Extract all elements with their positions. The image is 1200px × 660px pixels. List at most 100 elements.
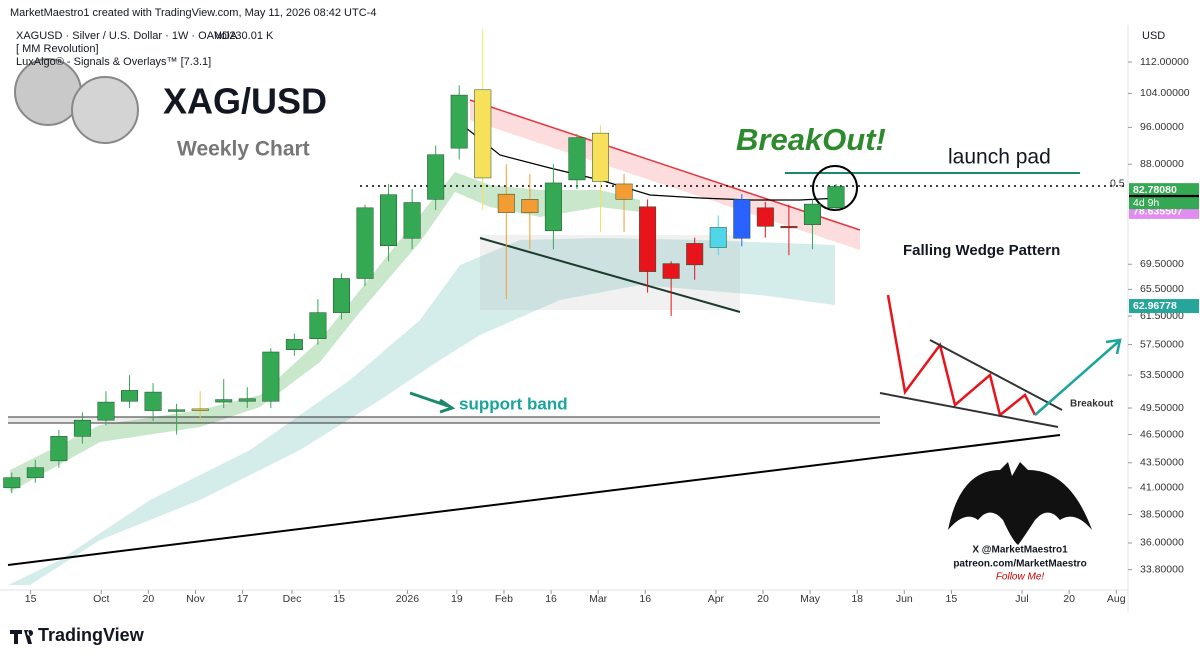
support-label: support band	[459, 394, 568, 413]
fib-label: 0.5	[1110, 178, 1125, 190]
credit: MarketMaestro1 created with TradingView.…	[10, 7, 376, 19]
y-tick-label: 88.00000	[1140, 158, 1184, 170]
y-tick-label: 65.50000	[1140, 283, 1184, 295]
candle-body	[262, 351, 280, 402]
breakout-title: BreakOut!	[736, 122, 886, 157]
coin	[14, 58, 82, 126]
candle-body	[144, 391, 162, 411]
y-tick-label: 112.00000	[1140, 56, 1189, 68]
x-tick-label: Nov	[186, 593, 205, 605]
currency: USD	[1142, 30, 1165, 42]
candle-body	[191, 408, 209, 411]
candle-body	[285, 339, 303, 350]
candle-body	[309, 312, 327, 339]
wedge-lower-line	[479, 237, 741, 313]
candle-body	[403, 202, 421, 239]
x-tick-label: 20	[143, 593, 155, 605]
candle-body	[97, 401, 115, 421]
candle-body	[827, 186, 845, 209]
support-band	[8, 417, 880, 423]
x-tick-label: May	[800, 593, 821, 605]
candle-body	[639, 206, 657, 272]
x-tick-label: 18	[851, 593, 863, 605]
candle-body	[474, 89, 492, 179]
bat	[948, 462, 1092, 545]
indicator: LuxAlgo® - Signals & Overlays™ [7.3.1]	[16, 56, 211, 68]
plot: 112.00000 104.00000 96.00000 88.00000 69.500…	[3, 29, 1199, 605]
y-tick-label: 43.50000	[1140, 457, 1184, 469]
candle-body	[238, 398, 256, 402]
candle-body	[26, 467, 44, 478]
x-tick-label: Jun	[896, 593, 913, 605]
x-tick-label: Dec	[283, 593, 302, 605]
x-tick-label: 16	[639, 593, 651, 605]
y-tick-label: 38.50000	[1140, 508, 1184, 520]
x-tick-label: Feb	[495, 593, 513, 605]
logo	[10, 630, 34, 644]
price-tag	[1129, 299, 1199, 314]
candle-body	[780, 226, 798, 229]
candle-body	[544, 182, 562, 232]
coin	[71, 76, 139, 144]
x-tick-label: Apr	[708, 593, 725, 605]
x-tick-label: 2026	[396, 593, 420, 605]
support-arrow	[409, 391, 456, 414]
candle-body	[756, 207, 774, 227]
brand: TradingView	[38, 625, 145, 645]
candle-body	[592, 132, 609, 182]
launch-pad: launch pad	[948, 146, 1051, 169]
breakout-label: Breakout	[1070, 399, 1114, 410]
price-tag	[1129, 183, 1199, 198]
candle-body	[497, 193, 515, 213]
candle-body	[803, 203, 821, 225]
x-tick-label: Jul	[1015, 593, 1028, 605]
wedge-zigzag	[886, 294, 1037, 418]
candle-body	[733, 199, 751, 239]
x-tick-label: 15	[25, 593, 37, 605]
watermark: Follow Me!	[996, 572, 1045, 583]
candle-body	[521, 199, 539, 213]
watermark: X @MarketMaestro1	[972, 545, 1068, 556]
candle-body	[50, 436, 68, 462]
long-trendline	[7, 434, 1061, 566]
candle-body	[121, 390, 139, 402]
cloud	[8, 238, 835, 585]
y-tick-label: 69.50000	[1140, 258, 1184, 270]
candle-body	[662, 263, 680, 279]
chart-title: XAG/USD	[163, 81, 327, 122]
candle-body	[709, 227, 727, 248]
chart-subtitle: Weekly Chart	[177, 138, 310, 161]
wedge-lower	[879, 392, 1059, 428]
breakout-arrow	[1034, 338, 1122, 416]
x-tick-label: 20	[1063, 593, 1075, 605]
wedge-upper	[929, 339, 1063, 411]
x-tick-label: Mar	[589, 593, 608, 605]
y-tick-label: 46.50000	[1140, 428, 1184, 440]
y-tick-label: 36.00000	[1140, 537, 1184, 549]
candle-body	[215, 399, 233, 403]
candle-body	[615, 183, 633, 200]
breakout-circle	[812, 165, 858, 211]
y-tick-label: 96.00000	[1140, 121, 1184, 133]
candle-body	[568, 137, 586, 181]
y-tick-label: 49.50000	[1140, 402, 1184, 414]
indicator: [ MM Revolution]	[16, 43, 99, 55]
price-tag-label: 82.78080	[1133, 184, 1177, 196]
volume: Vol230.01 K	[214, 30, 274, 42]
candle-body	[686, 243, 704, 266]
candle-body	[427, 154, 445, 200]
x-tick-label: 19	[451, 593, 463, 605]
y-tick-label: 104.00000	[1140, 87, 1190, 99]
x-tick-label: Aug	[1107, 593, 1126, 605]
candle-body	[356, 207, 374, 279]
x-tick-label: 15	[946, 593, 958, 605]
candle-body	[3, 477, 21, 489]
x-tick-label: Oct	[93, 593, 109, 605]
x-tick-label: 16	[545, 593, 557, 605]
candle-body	[450, 94, 468, 149]
countdown: 4d 9h	[1133, 197, 1159, 209]
y-tick-label: 41.00000	[1140, 482, 1184, 494]
candle-body	[168, 409, 186, 412]
ribbon	[10, 172, 640, 492]
